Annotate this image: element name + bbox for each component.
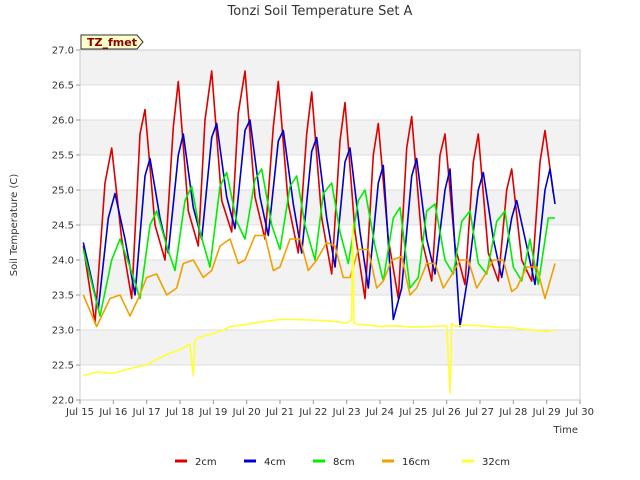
series-layer — [82, 70, 556, 394]
plot-band — [80, 50, 580, 85]
x-tick-label: Jul 24 — [365, 407, 394, 418]
plot-band — [80, 330, 580, 365]
x-tick-label: Jul 28 — [498, 407, 527, 418]
x-tick-label: Jul 23 — [332, 407, 361, 418]
x-tick-label: Jul 26 — [432, 407, 461, 418]
x-axis-title: Time — [553, 425, 578, 436]
y-tick-label: 26.0 — [52, 116, 74, 127]
x-tick-label: Jul 16 — [98, 407, 127, 418]
y-tick-label: 26.5 — [52, 81, 74, 92]
y-tick-label: 22.0 — [52, 396, 74, 407]
site-label-box: TZ_fmet — [80, 34, 144, 50]
y-tick-label: 22.5 — [52, 361, 74, 372]
series-line-16cm — [82, 234, 556, 328]
plot-band — [80, 85, 580, 120]
x-tick-label: Jul 17 — [132, 407, 161, 418]
x-tick-label: Jul 20 — [232, 407, 261, 418]
x-tick-label: Jul 21 — [265, 407, 294, 418]
x-tick-label: Jul 30 — [565, 407, 594, 418]
y-tick-label: 25.0 — [52, 186, 74, 197]
site-label-badge — [80, 34, 144, 50]
series-line-32cm — [83, 224, 556, 394]
x-tick-label: Jul 19 — [198, 407, 227, 418]
legend-label-4cm: 4cm — [264, 457, 286, 468]
chart-title: Tonzi Soil Temperature Set A — [227, 4, 413, 19]
x-tick-label: Jul 15 — [65, 407, 94, 418]
x-tick-label: Jul 18 — [165, 407, 194, 418]
y-axis-ticks: 22.0 22.5 23.0 23.5 24.0 24.5 25.0 25.5 26.0 26.5… — [52, 46, 80, 407]
x-tick-label: Jul 22 — [298, 407, 327, 418]
legend-label-32cm: 32cm — [482, 457, 510, 468]
plot-band — [80, 295, 580, 330]
series-line-8cm — [82, 168, 555, 317]
x-tick-label: Jul 25 — [398, 407, 427, 418]
legend-label-8cm: 8cm — [333, 457, 355, 468]
legend-label-16cm: 16cm — [402, 457, 430, 468]
series-line-2cm — [82, 70, 555, 324]
legend: 2cm 4cm 8cm 16cm 32cm — [175, 457, 510, 468]
legend-label-2cm: 2cm — [195, 457, 217, 468]
y-tick-label: 24.5 — [52, 221, 74, 232]
x-tick-label: Jul 27 — [465, 407, 494, 418]
x-axis-ticks: Jul 15 Jul 16 Jul 17 Jul 18 Jul 19 Jul 20 Jul … — [65, 400, 594, 418]
y-tick-label: 24.0 — [52, 256, 74, 267]
y-tick-label: 25.5 — [52, 151, 74, 162]
x-tick-label: Jul 29 — [532, 407, 561, 418]
site-label: TZ_fmet — [87, 36, 137, 49]
y-tick-label: 27.0 — [52, 46, 74, 57]
series-line-4cm — [82, 119, 556, 328]
y-axis-title: Soil Temperature (C) — [9, 174, 20, 277]
plot-band — [80, 120, 580, 155]
plot-band — [80, 365, 580, 400]
y-tick-label: 23.5 — [52, 291, 74, 302]
plot-background — [80, 50, 580, 400]
y-tick-label: 23.0 — [52, 326, 74, 337]
plot-band — [80, 190, 580, 225]
